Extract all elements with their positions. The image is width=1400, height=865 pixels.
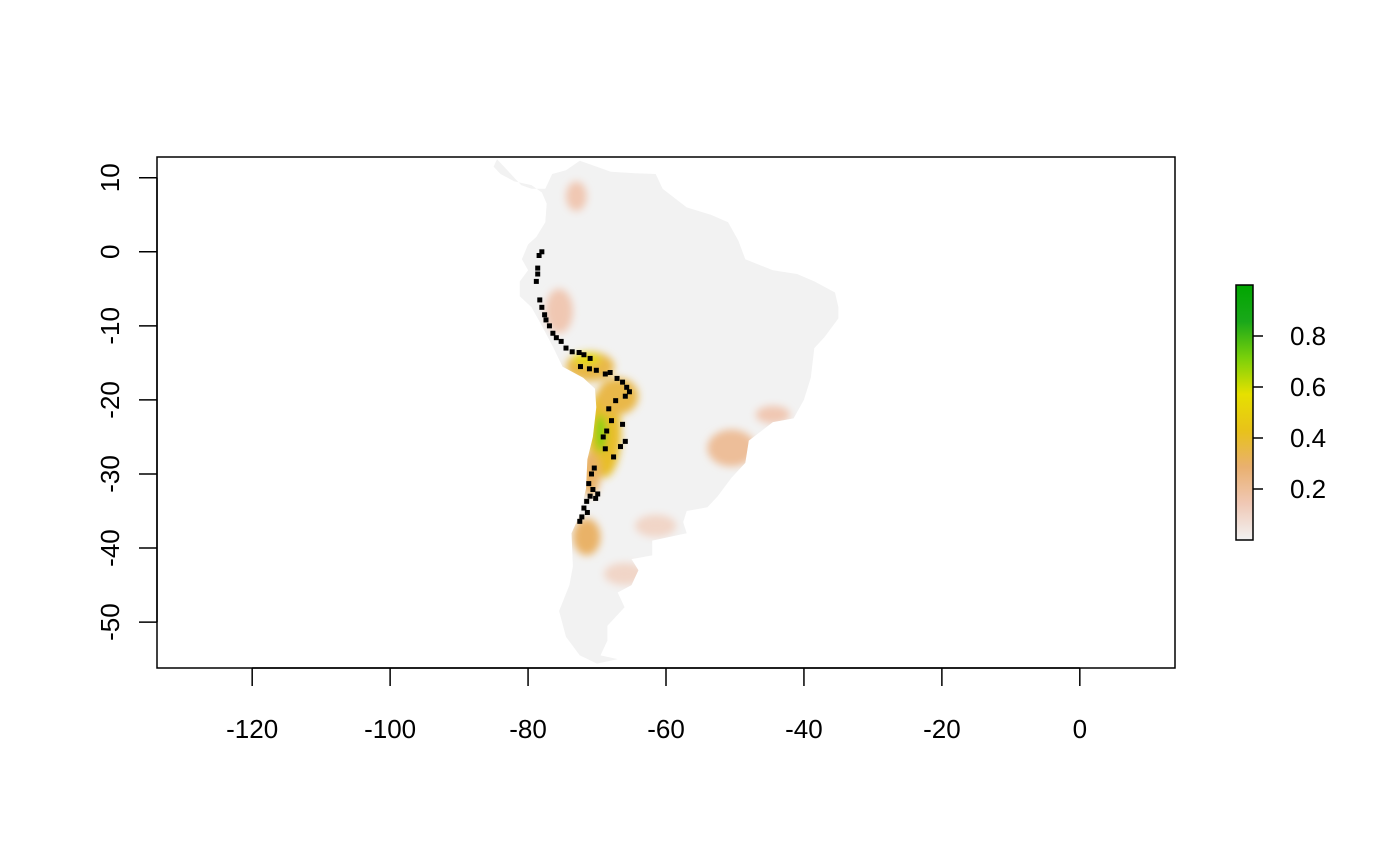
occurrence-point	[584, 509, 590, 515]
occurrence-point	[550, 330, 556, 336]
y-tick-label: -20	[95, 381, 125, 419]
x-tick-label: -80	[509, 714, 547, 744]
occurrence-point	[543, 317, 549, 323]
suitability-patch	[755, 405, 791, 424]
occurrence-point	[591, 465, 597, 471]
raster-layer	[493, 159, 839, 664]
occurrence-point	[595, 491, 601, 497]
x-axis: -120 -100 -80 -60 -40 -20 0	[226, 667, 1087, 744]
occurrence-point	[581, 352, 587, 358]
occurrence-point	[607, 370, 613, 376]
occurrence-point	[553, 335, 559, 341]
occurrence-point	[536, 252, 542, 258]
colorbar-legend: 0.2 0.4 0.6 0.8	[1235, 284, 1326, 541]
occurrence-point	[613, 398, 619, 404]
colorbar-tick-label: 0.8	[1290, 321, 1326, 351]
occurrence-point	[620, 421, 626, 427]
occurrence-point	[617, 444, 623, 450]
colorbar-bar	[1235, 284, 1254, 541]
y-tick-label: 0	[95, 245, 125, 259]
suitability-patch	[565, 181, 587, 212]
x-tick-label: -60	[647, 714, 685, 744]
colorbar-tick-label: 0.6	[1290, 372, 1326, 402]
occurrence-points	[533, 249, 632, 524]
y-axis: 10 0 -10 -20 -30 -40 -50	[95, 163, 158, 641]
suitability-patch	[572, 518, 601, 556]
occurrence-point	[622, 393, 628, 399]
suitability-patch	[545, 288, 573, 334]
suitability-patch	[572, 353, 601, 366]
occurrence-point	[614, 375, 620, 381]
occurrence-point	[535, 265, 541, 271]
suitability-patch	[597, 377, 639, 415]
occurrence-point	[611, 454, 617, 460]
occurrence-point	[624, 384, 630, 390]
suitability-patch	[594, 414, 606, 452]
occurrence-point	[558, 338, 564, 344]
occurrence-point	[542, 312, 548, 318]
occurrence-point	[587, 355, 593, 361]
occurrence-point	[539, 249, 545, 255]
occurrence-point	[589, 471, 595, 477]
occurrence-point	[539, 304, 545, 310]
occurrence-point	[584, 498, 590, 504]
occurrence-point	[577, 518, 583, 524]
occurrence-point	[626, 389, 632, 395]
occurrence-point	[546, 323, 552, 329]
occurrence-point	[604, 428, 610, 434]
occurrence-point	[590, 487, 596, 493]
y-tick-label: -40	[95, 529, 125, 567]
occurrence-point	[563, 345, 569, 351]
occurrence-point	[577, 364, 583, 370]
y-tick-label: -50	[95, 603, 125, 641]
occurrence-point	[576, 350, 582, 356]
occurrence-point	[622, 438, 628, 444]
occurrence-point	[569, 349, 575, 355]
suitability-patch	[634, 514, 677, 537]
y-tick-label: 10	[95, 163, 125, 192]
occurrence-point	[579, 514, 585, 520]
x-tick-label: 0	[1073, 714, 1087, 744]
occurrence-point	[533, 278, 539, 284]
y-tick-label: -30	[95, 455, 125, 493]
occurrence-point	[606, 406, 612, 412]
occurrence-point	[586, 481, 592, 487]
occurrence-point	[586, 366, 592, 372]
occurrence-point	[581, 505, 587, 511]
occurrence-point	[600, 434, 606, 440]
y-tick-label: -10	[95, 307, 125, 345]
occurrence-point	[535, 271, 541, 277]
occurrence-point	[593, 367, 599, 373]
occurrence-point	[602, 371, 608, 377]
x-tick-label: -20	[923, 714, 961, 744]
suitability-patch	[707, 429, 756, 467]
occurrence-point	[537, 297, 543, 303]
occurrence-point	[593, 495, 599, 501]
occurrence-point	[620, 379, 626, 385]
x-tick-label: -100	[364, 714, 416, 744]
suitability-patch	[603, 562, 646, 586]
x-tick-label: -40	[785, 714, 823, 744]
occurrence-point	[609, 418, 615, 424]
occurrence-point	[602, 446, 608, 452]
colorbar-tick-label: 0.2	[1290, 474, 1326, 504]
colorbar-tick-label: 0.4	[1290, 423, 1326, 453]
occurrence-point	[587, 493, 593, 499]
x-tick-label: -120	[226, 714, 278, 744]
